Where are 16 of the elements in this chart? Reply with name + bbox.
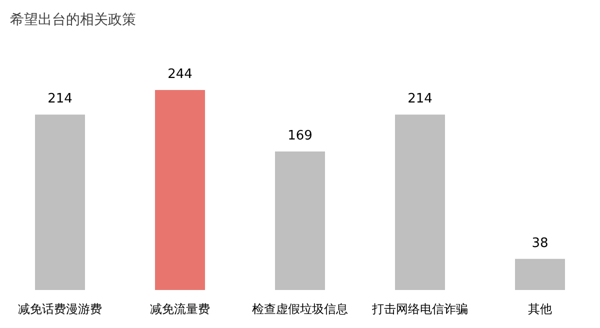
x-tick-label: 其他 [528,302,552,316]
data-label: 38 [532,236,548,251]
bar [35,114,85,290]
data-label: 244 [168,67,192,82]
chart-title: 希望出台的相关政策 [10,12,136,28]
bar [155,90,205,290]
data-label: 214 [48,92,72,107]
x-tick-label: 检查虚假垃圾信息 [252,302,348,316]
bar [515,258,565,290]
x-tick-label: 减免话费漫游费 [18,302,102,316]
data-label: 169 [288,128,312,144]
bar [275,151,325,290]
x-tick-label: 打击网络电信诈骗 [371,302,468,316]
bar [395,114,445,290]
data-label: 214 [408,92,432,107]
x-tick-label: 减免流量费 [150,302,210,316]
